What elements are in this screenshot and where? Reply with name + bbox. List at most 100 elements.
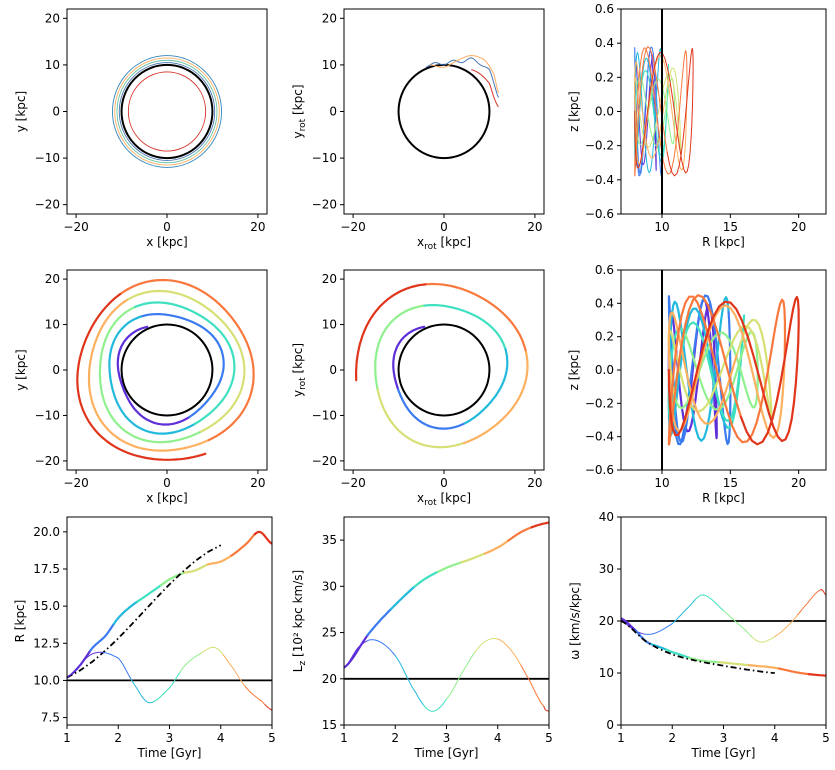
x-axis-label: x [kpc] [146,491,187,505]
series-line-1-seg-6 [483,539,510,555]
y-tick-label: 40 [599,510,614,524]
plot-area [621,589,826,677]
y-tick-label: −20 [35,198,60,212]
series-line-2-seg-5 [718,661,751,667]
series-line-0-seg-6 [667,304,786,439]
series-line-1-seg-4 [98,306,203,444]
y-tick-label: 0 [329,105,337,119]
y-tick-label: 0 [52,363,60,377]
x-tick-label: 20 [250,220,265,234]
series-line-1-seg-2 [671,599,696,625]
panel-p21: −20 0 20 −20 −10 0 10 20 x [kpc] y [kpc] [14,269,268,505]
y-tick-label: 20 [322,11,337,25]
series-line-2-seg-6 [748,664,781,670]
series-line-1-seg-3 [136,584,163,603]
series-line-1-seg-0 [67,649,92,679]
y-tick-label: −0.2 [585,396,614,410]
plot-area [67,530,272,711]
panel-p12: −20 0 20 −20 −10 0 10 20 xrot [kpc] yrot [kpc] [291,8,545,252]
series-line-1-seg-0 [116,325,191,426]
y-tick-label: −10 [35,151,60,165]
series-line-2-seg-3 [422,698,447,712]
y-tick-label: 0 [606,718,614,732]
series-line-2 [430,55,499,94]
series-line-1-seg-6 [206,554,233,566]
x-axis-label: R [kpc] [702,235,745,249]
plot-area [661,270,800,470]
series-line-1-seg-1 [643,623,673,635]
x-tick-label: −20 [340,476,365,490]
series-circle-0 [397,63,491,160]
series-line-1-seg-3 [694,594,724,612]
series-line-1-seg-5 [460,552,486,564]
y-tick-label: 0.2 [595,70,614,84]
panel-p13: 10 15 20 −0.6 −0.4 −0.2 0.0 0.2 0.4 0.6 R [kpc] z [… [567,2,827,249]
y-tick-label: 30 [599,562,614,576]
x-tick-label: 4 [494,731,502,745]
series-circle-3 [116,59,218,164]
series-line-1-seg-8 [820,589,826,596]
series-line-0-seg-8 [667,295,800,446]
y-tick-label: 0.0 [595,105,614,119]
series-line-1-seg-7 [797,589,822,616]
y-tick-label: −0.6 [585,463,614,477]
series-line-1-seg-6 [87,299,210,452]
x-axis-label: R [kpc] [702,491,745,505]
series-line-3-seg-3 [153,672,181,703]
series-line-3-seg-2 [130,678,155,704]
series-line-3-seg-5 [201,646,224,656]
series-line-1-seg-8 [355,283,427,382]
x-tick-label: 4 [771,731,779,745]
series-line-0-seg-6 [634,55,688,171]
y-tick-label: −20 [312,454,337,468]
x-tick-label: 0 [163,220,171,234]
series-line-0-seg-5 [634,67,682,153]
panel-p22: −20 0 20 −20 −10 0 10 20 xrot [kpc] yrot [kpc] [291,269,545,508]
y-axis-label: yrot [kpc] [291,85,308,139]
y-tick-label: 0.6 [595,2,614,16]
series-line-1-seg-5 [183,563,209,574]
y-tick-label: −0.6 [585,207,614,221]
y-axis-label: yrot [kpc] [291,343,308,397]
series-line-2-seg-4 [688,656,721,664]
series-circle-4 [112,55,222,168]
y-axis-label: y [kpc] [14,349,28,390]
series-circle-0 [397,323,491,417]
y-tick-label: −0.4 [585,430,614,444]
x-tick-label: 10 [654,476,669,490]
x-tick-label: 20 [791,220,806,234]
series-line-2-seg-3 [664,648,691,659]
y-axis-label: Lz [10² kpc km/s] [291,570,308,672]
y-tick-label: 15 [322,718,337,732]
y-tick-label: 20 [45,11,60,25]
series-line-1-seg-1 [397,388,466,430]
y-tick-label: 17.5 [33,562,60,576]
y-axis-label: z [kpc] [567,91,581,132]
series-line-2-seg-8 [807,673,826,677]
series-circle-5 [114,57,220,166]
series-line-1-seg-2 [112,600,139,625]
series-line-2-seg-7 [777,667,810,676]
series-line-2-seg-4 [446,651,476,700]
x-axis-label: Time [Gyr] [691,746,756,760]
y-tick-label: 10 [322,318,337,332]
y-tick-label: 25 [322,626,337,640]
series-line-1-seg-6 [774,614,799,638]
y-tick-label: 20 [45,272,60,286]
axes-frame [66,269,268,471]
y-axis-label: R [kpc] [13,600,27,643]
axes-frame [620,8,827,215]
series-line-2-seg-0 [344,640,368,669]
series-line-2-seg-2 [394,655,424,706]
axes-frame [343,8,545,215]
series-line-1-seg-7 [230,533,256,557]
series-line-1-seg-0 [392,325,426,391]
x-tick-label: 1 [63,731,71,745]
series-line-1-seg-4 [374,304,424,392]
y-tick-label: 10 [322,58,337,72]
x-tick-label: 20 [250,476,265,490]
series-line-1-seg-5 [751,636,776,643]
series-line-2-seg-1 [366,639,396,657]
series-line-1-seg-2 [389,585,416,611]
